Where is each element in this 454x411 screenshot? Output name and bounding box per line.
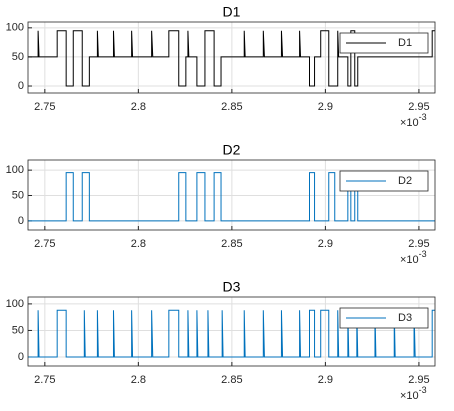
y-tick-label: 100 bbox=[6, 22, 24, 34]
axes-box bbox=[27, 159, 436, 231]
chart-title: D1 bbox=[223, 4, 241, 20]
axes: 2.75 2.8 2.85 2.9 2.95 0 50 100 D2 ×10-3 D2 bbox=[6, 142, 436, 266]
x-multiplier-text: ×10 bbox=[400, 390, 419, 402]
legend-label: D2 bbox=[398, 175, 412, 187]
legend: D3 bbox=[339, 307, 429, 329]
x-tick-label: 2.8 bbox=[131, 374, 146, 386]
x-tick-label: 2.9 bbox=[318, 374, 333, 386]
x-exponent: ×10-3 bbox=[400, 249, 427, 266]
chart-title: D3 bbox=[223, 279, 241, 295]
chart-title: D2 bbox=[223, 142, 241, 158]
x-tick-label: 2.85 bbox=[221, 101, 242, 113]
legend: D1 bbox=[339, 32, 429, 54]
y-tick-label: 50 bbox=[12, 189, 24, 201]
x-multiplier-text: ×10 bbox=[400, 117, 419, 129]
axes: 2.75 2.8 2.85 2.9 2.95 0 50 100 D1 ×10-3 D1 bbox=[6, 4, 436, 129]
y-tick-label: 100 bbox=[6, 164, 24, 176]
axes-box bbox=[27, 296, 436, 367]
x-tick-label: 2.75 bbox=[34, 101, 55, 113]
legend: D2 bbox=[339, 170, 429, 192]
x-tick-label: 2.75 bbox=[34, 374, 55, 386]
x-tick-label: 2.8 bbox=[131, 238, 146, 250]
x-tick-label: 2.8 bbox=[131, 101, 146, 113]
x-exponent-text: -3 bbox=[419, 249, 427, 259]
y-tick-label: 0 bbox=[18, 351, 24, 363]
axes: 2.75 2.8 2.85 2.9 2.95 0 50 100 D3 ×10-3 D3 bbox=[6, 279, 436, 402]
x-exponent: ×10-3 bbox=[400, 112, 427, 129]
axes-box bbox=[27, 21, 436, 94]
x-tick-label: 2.95 bbox=[408, 238, 429, 250]
x-tick-label: 2.85 bbox=[221, 374, 242, 386]
x-tick-label: 2.85 bbox=[221, 238, 242, 250]
x-tick-label: 2.95 bbox=[408, 101, 429, 113]
series-line bbox=[28, 30, 435, 87]
x-exponent-text: -3 bbox=[419, 112, 427, 122]
x-exponent: ×10-3 bbox=[400, 385, 427, 402]
y-tick-label: 100 bbox=[6, 298, 24, 310]
x-tick-label: 2.9 bbox=[318, 101, 333, 113]
legend-label: D3 bbox=[398, 312, 412, 324]
x-exponent-text: -3 bbox=[419, 385, 427, 395]
y-tick-label: 50 bbox=[12, 324, 24, 336]
y-tick-label: 0 bbox=[18, 80, 24, 92]
y-tick-label: 50 bbox=[12, 51, 24, 63]
x-tick-label: 2.9 bbox=[318, 238, 333, 250]
x-tick-label: 2.75 bbox=[34, 238, 55, 250]
x-tick-label: 2.95 bbox=[408, 374, 429, 386]
legend-label: D1 bbox=[398, 37, 412, 49]
y-tick-label: 0 bbox=[18, 215, 24, 227]
x-multiplier-text: ×10 bbox=[400, 254, 419, 266]
